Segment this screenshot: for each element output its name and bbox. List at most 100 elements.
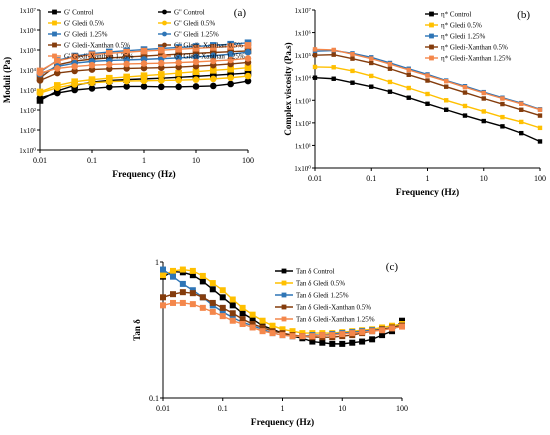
legend-label: Tan δ Control (296, 268, 335, 276)
data-point (462, 113, 468, 118)
data-point (312, 64, 318, 70)
data-point (309, 333, 316, 340)
data-point (519, 107, 524, 112)
data-point (349, 339, 356, 346)
data-point (227, 80, 234, 88)
data-point (425, 91, 430, 97)
data-point (192, 53, 200, 61)
data-point (209, 67, 217, 74)
data-point (239, 321, 246, 328)
legend-item-gledi-1-25: η* Gledi 1.25% (425, 33, 485, 41)
data-point (160, 266, 166, 273)
data-point (379, 332, 386, 339)
legend-marker (429, 11, 434, 17)
data-point (350, 68, 355, 74)
x-tick-label: 10 (192, 156, 200, 165)
data-point (209, 82, 217, 90)
data-point (331, 65, 336, 70)
data-point (209, 44, 217, 51)
legend-item-g-gledi-1-25: G' Gledi 1.25% (48, 31, 108, 39)
data-point (369, 328, 376, 335)
data-point (481, 90, 486, 96)
data-point (179, 299, 186, 306)
data-point (53, 89, 61, 97)
data-point (123, 60, 130, 68)
data-point (105, 61, 113, 68)
legend-marker (281, 292, 287, 298)
legend-label: Tan δ Gledi-Xanthan 1.25% (296, 316, 375, 324)
legend-label: η* Gledi-Xanthan 0.5% (441, 44, 508, 52)
data-point (359, 338, 366, 345)
data-point (179, 266, 186, 273)
legend-item-tan-gledi-xanthan-0-5: Tan δ Gledi-Xanthan 0.5% (275, 304, 371, 312)
legend-marker (162, 31, 167, 37)
legend-label: G' Gledi-Xanthan 0.5% (64, 42, 130, 50)
data-point (189, 272, 196, 279)
legend-item-control: η* Control (425, 11, 471, 19)
data-point (71, 86, 78, 94)
data-point (425, 101, 430, 106)
data-point (227, 43, 234, 50)
data-point (239, 316, 246, 323)
data-point (219, 313, 226, 320)
data-point (157, 46, 165, 54)
series-g-control (36, 77, 252, 102)
series-g-gledi-xanthan-1-25 (36, 55, 252, 77)
legend-label: G' Control (64, 9, 94, 17)
x-tick-label: 100 (396, 404, 408, 413)
data-point (239, 310, 246, 317)
x-tick-label: 0.01 (156, 404, 170, 413)
legend-marker (52, 42, 57, 48)
data-point (229, 310, 236, 317)
data-point (192, 68, 200, 76)
data-point (387, 89, 393, 94)
legend-marker (162, 42, 167, 48)
data-point (500, 114, 505, 120)
y-tick-label: 1x10⁷ (20, 7, 37, 15)
legend-item-gledi-xanthan-0-5: η* Gledi-Xanthan 0.5% (425, 44, 508, 52)
data-point (157, 64, 165, 72)
y-tick-label: 1x10¹ (295, 142, 311, 150)
legend: G' Control G' Gledi 0.5% G' Gledi 1.25% G' … (48, 9, 245, 61)
legend-marker (52, 20, 57, 26)
data-point (36, 69, 44, 77)
data-point (157, 59, 165, 67)
data-point (169, 299, 176, 306)
data-point (244, 42, 252, 49)
legend-label: G' Gledi-Xanthan 1.25% (64, 53, 134, 61)
legend-marker (52, 53, 57, 59)
data-point (209, 280, 216, 287)
data-point (406, 85, 411, 91)
data-point (406, 72, 411, 77)
data-point (105, 50, 113, 57)
panel-b-complex-viscosity-chart: 0.01 0.1 1 10 100 1x10⁰ 1x10¹ 1x10² 1x10³ 1x10⁴ 1x… (283, 7, 546, 198)
data-point (369, 84, 374, 89)
series-control (312, 75, 543, 144)
legend-label: Tan δ Gledi 1.25% (296, 292, 349, 300)
y-tick-label: 1x10² (20, 107, 36, 115)
panel-label: (b) (517, 9, 530, 21)
series-gledi-0-5 (312, 64, 543, 131)
data-point (289, 328, 296, 335)
data-point (175, 50, 182, 58)
data-point (199, 278, 206, 285)
data-point (244, 64, 252, 72)
data-point (244, 72, 252, 80)
x-tick-label: 100 (534, 174, 546, 183)
legend-label: Tan δ Gledi-Xanthan 0.5% (296, 304, 371, 312)
data-point (179, 289, 186, 296)
data-point (53, 65, 61, 72)
data-point (229, 314, 236, 321)
data-point (209, 286, 216, 293)
data-point (209, 52, 217, 59)
data-point (500, 96, 505, 101)
data-point (88, 85, 96, 92)
data-point (537, 125, 543, 131)
data-point (443, 79, 449, 84)
legend-item-g-gledi-0-5: G'' Gledi 0.5% (158, 20, 215, 28)
y-tick-label: 1x10³ (20, 87, 36, 95)
y-tick-label: 1x10² (295, 120, 311, 128)
data-point (249, 324, 256, 331)
data-point (175, 76, 182, 84)
data-point (192, 44, 200, 52)
